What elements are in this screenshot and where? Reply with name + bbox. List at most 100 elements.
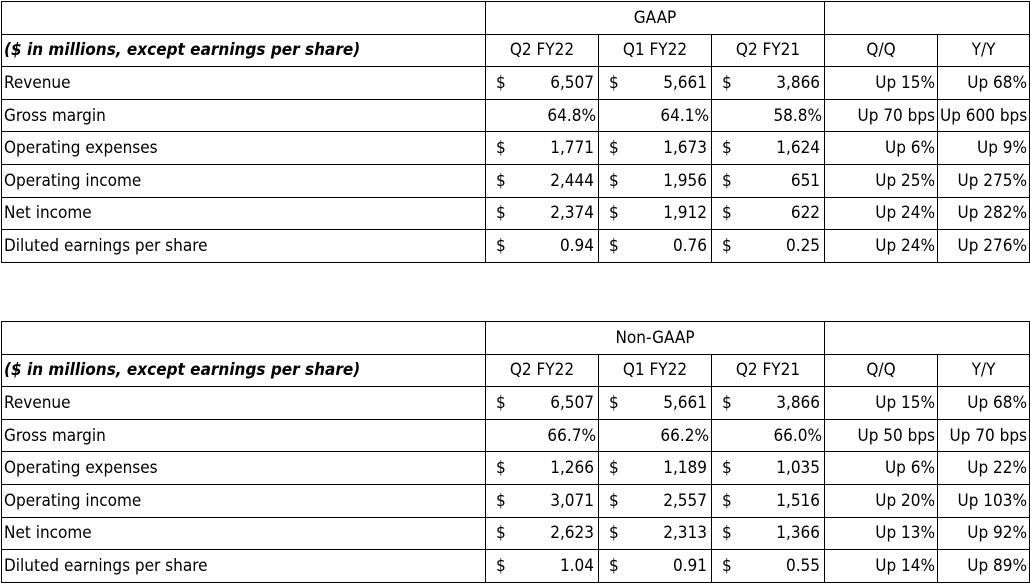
currency-symbol: $ [722, 170, 732, 191]
amount: 622 [790, 203, 821, 224]
change-yy: Up 68% [937, 66, 1030, 100]
gaap-header-qq: Q/Q [824, 33, 939, 68]
row-label: Diluted earnings per share [1, 549, 486, 583]
amount: 3,866 [776, 72, 821, 93]
amount: 1,912 [663, 203, 707, 224]
change-yy: Up 89% [937, 549, 1030, 583]
change-qq: Up 25% [824, 163, 939, 198]
amount: 3,071 [550, 490, 594, 511]
row-label: Operating expenses [1, 451, 486, 485]
currency-symbol: $ [609, 392, 619, 413]
value-q1fy22: $5,661 [598, 66, 712, 100]
value-q2fy22: $6,507 [485, 66, 599, 100]
gaap-units-note: ($ in millions, except earnings per shar… [1, 33, 486, 68]
value-q1fy22: 64.1% [598, 98, 712, 133]
currency-symbol: $ [722, 555, 732, 576]
currency-symbol: $ [496, 490, 506, 511]
nongaap-title-blank-right [824, 321, 1030, 355]
value-q2fy22: $0.94 [485, 229, 599, 263]
value-q2fy22: $1.04 [485, 549, 599, 583]
value-q2fy22: $2,444 [485, 163, 599, 198]
change-yy: Up 282% [937, 196, 1030, 231]
amount: 1,516 [776, 490, 821, 511]
amount: 1,956 [663, 170, 707, 191]
value-q2fy21: $0.55 [710, 549, 826, 583]
currency-symbol: $ [496, 235, 506, 256]
currency-symbol: $ [722, 523, 732, 544]
change-yy: Up 22% [937, 451, 1030, 485]
amount: 1,266 [550, 458, 594, 479]
currency-symbol: $ [722, 235, 732, 256]
row-label: Revenue [1, 386, 486, 420]
nongaap-row-operating-expenses: Operating expenses $1,266 $1,189 $1,035 … [1, 451, 1030, 485]
nongaap-header-q2fy21: Q2 FY21 [710, 353, 826, 388]
value-q2fy21: $1,624 [710, 131, 826, 165]
value-q1fy22: 66.2% [598, 418, 712, 453]
value-q1fy22: $2,557 [598, 483, 712, 518]
value-q2fy21: $1,516 [710, 483, 826, 518]
value-q2fy22: $6,507 [485, 386, 599, 420]
value-q2fy21: $3,866 [710, 386, 826, 420]
currency-symbol: $ [722, 72, 732, 93]
row-label: Gross margin [1, 418, 486, 453]
amount: 1.04 [559, 555, 594, 576]
amount: 2,444 [550, 170, 594, 191]
currency-symbol: $ [722, 203, 732, 224]
change-yy: Up 276% [937, 229, 1030, 263]
value-q2fy22: $1,771 [485, 131, 599, 165]
nongaap-header-yy: Y/Y [937, 353, 1030, 388]
currency-symbol: $ [609, 458, 619, 479]
nongaap-row-operating-income: Operating income $3,071 $2,557 $1,516 Up… [1, 483, 1030, 518]
currency-symbol: $ [609, 72, 619, 93]
gaap-title: GAAP [484, 1, 826, 35]
amount: 1,624 [776, 138, 821, 159]
currency-symbol: $ [609, 490, 619, 511]
gaap-header-q1fy22: Q1 FY22 [598, 33, 712, 68]
row-label: Diluted earnings per share [1, 229, 486, 263]
amount: 6,507 [550, 72, 594, 93]
value-q2fy22: $2,623 [485, 516, 599, 551]
nongaap-header-q1fy22: Q1 FY22 [598, 353, 712, 388]
currency-symbol: $ [496, 203, 506, 224]
currency-symbol: $ [722, 138, 732, 159]
change-qq: Up 24% [824, 229, 939, 263]
nongaap-units-note: ($ in millions, except earnings per shar… [1, 353, 486, 388]
change-yy: Up 92% [937, 516, 1030, 551]
currency-symbol: $ [496, 555, 506, 576]
row-label: Net income [1, 516, 486, 551]
amount: 5,661 [663, 72, 707, 93]
value-q2fy22: 64.8% [485, 98, 599, 133]
nongaap-table: Non-GAAP ($ in millions, except earnings… [1, 321, 1030, 583]
currency-symbol: $ [722, 490, 732, 511]
nongaap-title-blank [1, 321, 486, 355]
change-qq: Up 13% [824, 516, 939, 551]
value-q2fy21: $3,866 [710, 66, 826, 100]
currency-symbol: $ [609, 170, 619, 191]
nongaap-header-row: ($ in millions, except earnings per shar… [1, 353, 1030, 388]
value-q1fy22: $0.91 [598, 549, 712, 583]
value-q1fy22: $2,313 [598, 516, 712, 551]
value-q2fy21: $1,035 [710, 451, 826, 485]
amount: 1,771 [550, 138, 594, 159]
currency-symbol: $ [496, 138, 506, 159]
gaap-row-revenue: Revenue $6,507 $5,661 $3,866 Up 15% Up 6… [1, 66, 1030, 100]
nongaap-title: Non-GAAP [484, 321, 826, 355]
change-qq: Up 15% [824, 66, 939, 100]
value-q2fy22: $1,266 [485, 451, 599, 485]
amount: 1,673 [663, 138, 707, 159]
amount: 2,313 [663, 523, 707, 544]
amount: 0.91 [672, 555, 707, 576]
gaap-title-blank-right [824, 1, 1030, 35]
amount: 2,623 [550, 523, 594, 544]
gaap-header-row: ($ in millions, except earnings per shar… [1, 33, 1030, 68]
value-q2fy21: $0.25 [710, 229, 826, 263]
value-q1fy22: $5,661 [598, 386, 712, 420]
gaap-row-net-income: Net income $2,374 $1,912 $622 Up 24% Up … [1, 196, 1030, 231]
gaap-row-operating-income: Operating income $2,444 $1,956 $651 Up 2… [1, 163, 1030, 198]
row-label: Revenue [1, 66, 486, 100]
change-qq: Up 20% [824, 483, 939, 518]
value-q2fy22: $2,374 [485, 196, 599, 231]
gaap-row-diluted-eps: Diluted earnings per share $0.94 $0.76 $… [1, 229, 1030, 263]
currency-symbol: $ [496, 72, 506, 93]
amount: 5,661 [663, 392, 707, 413]
